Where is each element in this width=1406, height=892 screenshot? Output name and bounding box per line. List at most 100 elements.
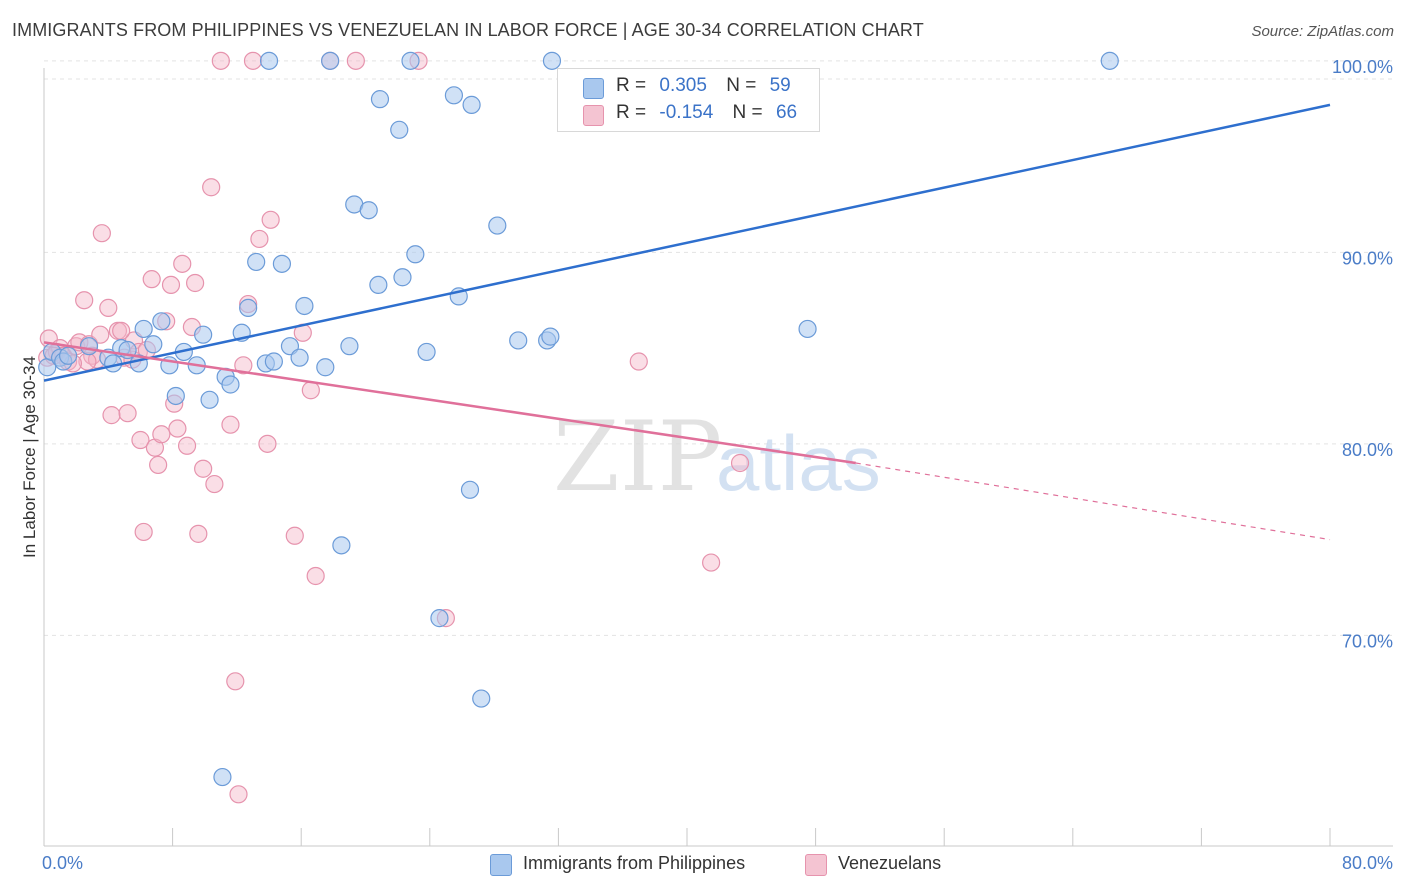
venezuelans-point — [91, 325, 110, 344]
venezuelans-point — [112, 321, 131, 340]
venezuelans-point — [306, 566, 325, 586]
philippines-point — [221, 375, 240, 394]
r-value: -0.154 — [659, 102, 714, 123]
philippines-point — [259, 51, 279, 70]
x-tick-label: 0.0% — [42, 853, 83, 873]
venezuelans-trend-line — [43, 341, 856, 465]
venezuelans-point — [250, 229, 269, 249]
philippines-point — [332, 536, 351, 555]
philippines-point — [213, 767, 232, 787]
venezuelans-point — [149, 455, 168, 475]
r-value: 0.305 — [659, 75, 707, 96]
source-credit: Source: ZipAtlas.com — [1251, 23, 1394, 40]
venezuelans-point — [261, 210, 280, 229]
philippines-point — [272, 254, 292, 273]
venezuelans-point — [194, 459, 213, 478]
legend-swatch-blue — [490, 854, 512, 876]
legend-swatch-pink — [805, 854, 827, 876]
venezuelans-point — [177, 436, 197, 455]
series-legend: Immigrants from Philippines Venezuelans — [0, 852, 1406, 878]
philippines-point — [542, 51, 562, 70]
y-tick-label: 100.0% — [1332, 57, 1393, 77]
legend-swatch-blue — [583, 78, 604, 99]
philippines-point — [59, 346, 78, 365]
philippines-point — [152, 312, 171, 331]
philippines-trend-line — [43, 103, 1331, 382]
philippines-point — [1100, 51, 1119, 70]
venezuelans-point — [234, 356, 253, 375]
legend-swatch-pink — [583, 105, 604, 126]
philippines-point — [462, 95, 481, 114]
axes — [43, 68, 1393, 847]
philippines-point — [430, 609, 449, 628]
venezuelans-point — [75, 291, 94, 310]
venezuelans-point — [102, 406, 121, 425]
philippines-point — [393, 268, 412, 287]
philippines-point — [144, 335, 163, 354]
venezuelans-point — [186, 273, 205, 293]
gridlines — [44, 60, 1393, 636]
philippines-point — [406, 245, 425, 264]
philippines-point — [417, 342, 436, 362]
trend-lines — [43, 103, 1331, 541]
philippines-point — [79, 337, 99, 356]
venezuelans-point — [243, 51, 263, 70]
venezuelans-point — [134, 522, 153, 542]
philippines-point — [541, 327, 560, 346]
philippines-point — [134, 319, 153, 339]
y-axis-label: In Labor Force | Age 30-34 — [20, 356, 39, 558]
correlation-legend: R = 0.305 N = 59 R = -0.154 N = 66 — [557, 68, 820, 132]
philippines-point — [359, 201, 378, 220]
philippines-point — [472, 689, 491, 708]
n-value: 59 — [769, 75, 791, 96]
philippines-point — [798, 319, 817, 339]
philippines-point — [369, 275, 388, 295]
philippines-point — [166, 386, 185, 406]
venezuelans-point — [285, 526, 304, 545]
philippines-point — [316, 358, 335, 377]
venezuelans-point — [142, 270, 161, 289]
tick-labels: 70.0% 80.0% 90.0% 100.0% 0.0% 80.0% — [42, 57, 1393, 873]
philippines-point — [247, 252, 266, 272]
venezuelans-point — [168, 419, 187, 438]
venezuelans-point — [702, 553, 721, 572]
philippines-point — [460, 480, 480, 499]
venezuelans-point — [173, 254, 192, 273]
venezuelans-point — [221, 415, 240, 434]
watermark-zip: ZIP — [553, 401, 722, 513]
chart-title: IMMIGRANTS FROM PHILIPPINES VS VENEZUELA… — [12, 20, 924, 40]
legend-label-philippines: Immigrants from Philippines — [523, 853, 746, 873]
venezuelans-trend-extension — [855, 462, 1331, 541]
philippines-point — [264, 352, 283, 371]
philippines-point — [488, 216, 507, 235]
n-label: N = — [726, 75, 757, 96]
venezuelans-point — [629, 352, 648, 371]
y-tick-label: 70.0% — [1342, 631, 1393, 651]
venezuelans-point — [118, 404, 137, 423]
philippines-point — [200, 390, 219, 409]
legend-label-venezuelans: Venezuelans — [838, 853, 942, 873]
x-tick-label: 80.0% — [1342, 853, 1393, 873]
philippines-point — [509, 331, 528, 350]
philippines-point — [194, 325, 213, 344]
r-label: R = — [616, 75, 647, 96]
venezuelans-point — [202, 178, 221, 197]
y-tick-label: 90.0% — [1342, 248, 1393, 268]
philippines-point — [295, 296, 314, 316]
venezuelans-point — [301, 381, 320, 400]
venezuelans-points — [38, 51, 750, 804]
philippines-point — [370, 90, 390, 109]
y-tick-label: 80.0% — [1342, 440, 1393, 460]
venezuelans-point — [92, 224, 111, 243]
philippines-point — [290, 348, 309, 367]
venezuelans-point — [258, 434, 277, 453]
venezuelans-point — [152, 425, 171, 444]
n-label: N = — [732, 102, 763, 123]
philippines-point — [390, 120, 409, 139]
philippines-point — [340, 337, 359, 356]
philippines-point — [239, 298, 258, 317]
watermark: ZIP atlas — [553, 401, 881, 513]
venezuelans-point — [205, 474, 224, 494]
venezuelans-point — [730, 453, 750, 473]
